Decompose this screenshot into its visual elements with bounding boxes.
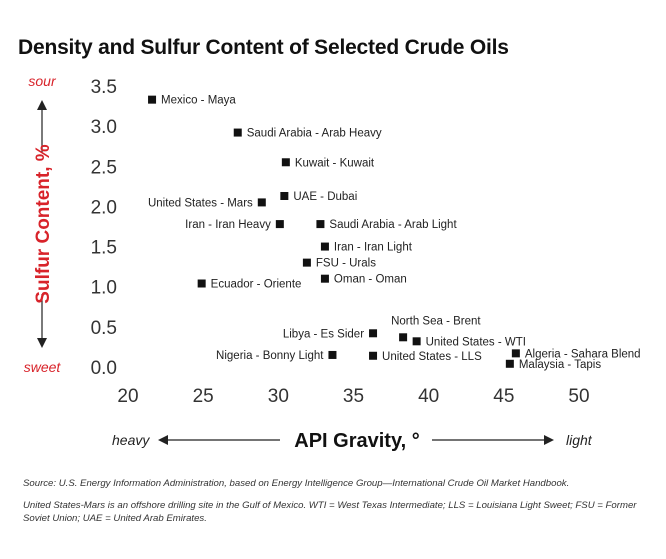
x-axis-title: API Gravity, °	[294, 430, 419, 452]
data-point	[281, 158, 290, 167]
source-note: Source: U.S. Energy Information Administ…	[23, 478, 570, 489]
data-point-label: Oman - Oman	[334, 274, 407, 286]
data-point-label: United States - WTI	[426, 336, 526, 348]
x-end-light-label: light	[566, 432, 593, 448]
data-point	[320, 274, 329, 283]
footnote: United States-Mars is an offshore drilli…	[23, 500, 637, 524]
data-point	[148, 95, 157, 104]
data-point	[275, 220, 284, 229]
y-tick-label: 3.5	[91, 77, 117, 98]
y-down-arrow-head	[37, 338, 47, 348]
data-point-label: United States - LLS	[382, 351, 482, 363]
y-axis-title: Sulfur Content, %	[33, 144, 54, 303]
data-point-label: Saudi Arabia - Arab Light	[329, 219, 457, 231]
x-tick-label: 45	[493, 386, 514, 407]
data-point	[280, 191, 289, 200]
y-tick-label: 1.5	[91, 238, 117, 259]
data-point-label: Malaysia - Tapis	[519, 359, 601, 371]
data-point	[511, 349, 520, 358]
x-tick-label: 30	[268, 386, 289, 407]
data-point-label: Saudi Arabia - Arab Heavy	[247, 128, 382, 140]
x-end-heavy-label: heavy	[112, 432, 150, 448]
data-point	[257, 198, 266, 207]
y-tick-label: 3.0	[91, 117, 117, 138]
y-tick-label: 0.5	[91, 318, 117, 339]
x-tick-label: 35	[343, 386, 364, 407]
data-point	[505, 359, 514, 368]
data-point	[328, 350, 337, 359]
y-end-sour-label: sour	[28, 73, 57, 89]
data-point	[399, 333, 408, 342]
data-point	[369, 329, 378, 338]
x-left-arrow-head	[158, 435, 168, 445]
data-point-label: Kuwait - Kuwait	[295, 157, 375, 169]
y-tick-label: 1.0	[91, 278, 117, 299]
x-tick-label: 50	[568, 386, 589, 407]
y-tick-label: 2.5	[91, 157, 117, 178]
data-point-label: Iran - Iran Heavy	[185, 219, 271, 231]
data-point	[412, 337, 421, 346]
data-point	[369, 351, 378, 360]
x-tick-label: 40	[418, 386, 439, 407]
y-end-sweet-label: sweet	[24, 359, 62, 375]
x-tick-label: 25	[193, 386, 214, 407]
chart-title: Density and Sulfur Content of Selected C…	[18, 36, 509, 59]
data-point-label: North Sea - Brent	[391, 315, 481, 327]
data-point-label: Nigeria - Bonny Light	[216, 350, 324, 362]
data-point	[320, 242, 329, 251]
y-up-arrow-head	[37, 100, 47, 110]
data-point-label: United States - Mars	[148, 197, 253, 209]
data-point-label: Libya - Es Sider	[283, 328, 364, 340]
x-tick-label: 20	[117, 386, 138, 407]
data-point-label: Algeria - Sahara Blend	[525, 348, 641, 360]
data-point-label: Ecuador - Oriente	[211, 279, 302, 291]
data-point-label: Mexico - Maya	[161, 95, 236, 107]
data-point-label: Iran - Iran Light	[334, 242, 413, 254]
data-point	[197, 279, 206, 288]
data-point-label: FSU - Urals	[316, 258, 376, 270]
chart-plot: 0.0 0.5 1.0 1.5 2.0 2.5 3.0 3.5 20 25 30 35 40 45 50 so…	[24, 73, 641, 452]
data-point-label: UAE - Dubai	[293, 191, 357, 203]
data-point	[233, 128, 242, 137]
x-right-arrow-head	[544, 435, 554, 445]
data-point	[316, 220, 325, 229]
y-tick-label: 2.0	[91, 197, 117, 218]
data-point	[302, 258, 311, 267]
y-tick-label: 0.0	[91, 358, 117, 379]
